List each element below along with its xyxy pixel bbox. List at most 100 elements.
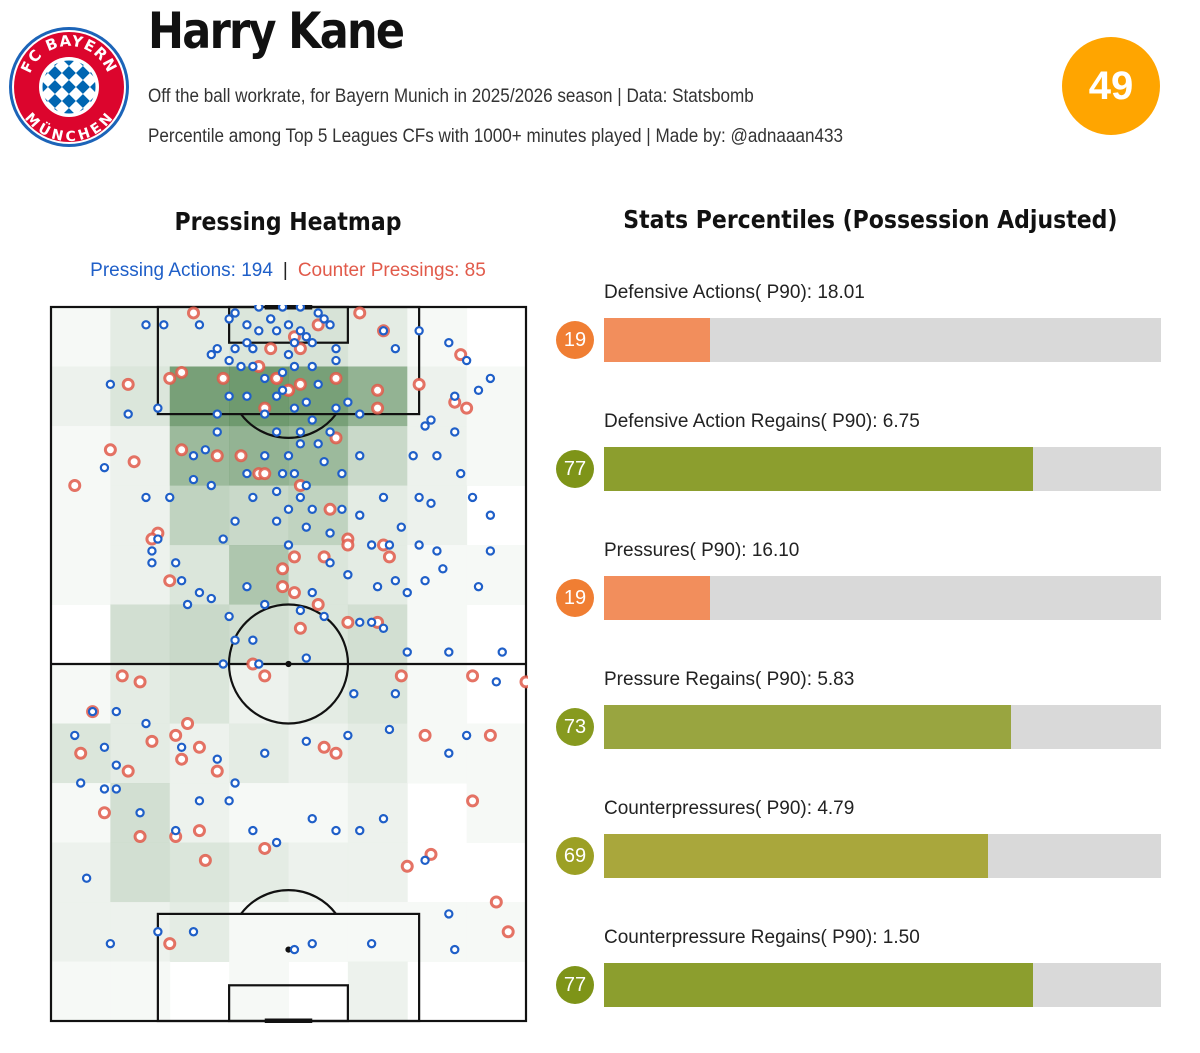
pressing-action-point xyxy=(455,468,466,479)
heatmap-cell xyxy=(169,604,230,665)
pressing-action-point xyxy=(307,504,317,514)
counter-pressing-point xyxy=(97,806,111,820)
stat-bar-track xyxy=(604,834,1161,878)
pressing-action-point xyxy=(153,403,163,413)
heatmap-cell xyxy=(51,961,111,1022)
counter-pressing-point xyxy=(519,675,528,689)
pressing-action-point xyxy=(402,647,412,657)
counter-pressing-point xyxy=(371,383,385,397)
pressing-action-point xyxy=(450,391,460,401)
counter-pressing-point xyxy=(163,937,177,951)
pressing-action-point xyxy=(450,427,460,437)
pressing-action-point xyxy=(248,635,258,645)
pressing-action-point xyxy=(461,355,472,366)
counter-pressing-point xyxy=(483,728,497,742)
overall-score-badge: 49 xyxy=(1062,37,1160,135)
pressing-action-point xyxy=(182,599,193,610)
heatmap-cell xyxy=(347,723,408,784)
pressing-action-point xyxy=(319,456,329,467)
counter-pressing-point xyxy=(489,895,503,909)
pressing-action-point xyxy=(224,391,234,401)
pressing-action-point xyxy=(325,320,335,330)
pressing-action-point xyxy=(260,409,270,419)
pressing-action-point xyxy=(295,326,306,336)
pressing-action-point xyxy=(194,587,205,598)
subtitle-season: Off the ball workrate, for Bayern Munich… xyxy=(148,86,754,107)
pressing-action-point xyxy=(414,540,424,550)
heatmap-cell xyxy=(229,842,289,903)
stat-label: Pressures( P90): 16.10 xyxy=(604,540,800,561)
stat-bar-fill xyxy=(604,318,710,362)
logo-diamond xyxy=(90,80,96,94)
heatmap-cell xyxy=(51,307,111,367)
heatmap-cell xyxy=(51,485,111,546)
counter-pressing-point xyxy=(418,728,432,742)
heatmap-cell xyxy=(169,842,230,903)
pressing-action-point xyxy=(271,391,282,401)
pressing-action-point xyxy=(331,825,341,836)
pressing-action-point xyxy=(378,814,389,824)
pressing-action-point xyxy=(450,944,460,955)
pressing-action-point xyxy=(230,516,240,526)
pitch-lines xyxy=(49,305,528,1023)
penalty-arc-bottom xyxy=(240,889,337,915)
heatmap-cell xyxy=(407,604,468,665)
pressing-action-point xyxy=(230,635,240,645)
pressing-action-point xyxy=(230,308,240,318)
pressing-action-point xyxy=(265,314,276,324)
pressing-action-point xyxy=(485,373,496,384)
heatmap-cell xyxy=(288,902,349,962)
stat-percentile-badge: 19 xyxy=(556,579,594,617)
stat-bar-track xyxy=(604,963,1161,1007)
pressing-action-point xyxy=(331,355,341,366)
pressing-action-point xyxy=(473,385,484,396)
stat-label: Counterpressure Regains( P90): 1.50 xyxy=(604,927,920,948)
pressing-action-point xyxy=(289,403,300,413)
heatmap-cell xyxy=(347,961,408,1022)
counter-pressing-point xyxy=(454,348,468,362)
pressing-action-point xyxy=(111,706,122,717)
counter-pressing-point xyxy=(276,580,290,594)
heatmap-cell xyxy=(466,783,527,843)
heatmap-cell xyxy=(407,664,468,724)
pressing-action-point xyxy=(349,689,359,699)
pressing-action-point xyxy=(248,825,258,836)
pressing-action-point xyxy=(307,415,317,425)
counter-pressing-point xyxy=(501,925,515,939)
pressing-action-point xyxy=(81,873,92,883)
counter-pressing-point xyxy=(394,669,408,683)
pressing-action-point xyxy=(390,576,401,586)
pressing-action-point xyxy=(242,320,252,330)
pressing-action-point xyxy=(271,326,282,336)
pressing-action-point xyxy=(165,492,175,503)
stat-percentile-badge: 69 xyxy=(556,837,594,875)
pressing-action-point xyxy=(271,516,282,526)
pressing-heatmap-pitch xyxy=(49,305,528,1023)
stat-label: Defensive Action Regains( P90): 6.75 xyxy=(604,411,920,432)
pressing-action-point xyxy=(236,361,246,372)
stat-bar-fill xyxy=(604,834,989,878)
heatmap-title: Pressing Heatmap xyxy=(174,207,402,236)
stat-bar-track xyxy=(604,447,1161,491)
counter-pressing-point xyxy=(276,562,290,576)
counter-pressing-point xyxy=(163,371,177,385)
counter-pressing-point xyxy=(175,752,189,766)
stat-bar-fill xyxy=(604,963,1033,1007)
pressing-action-point xyxy=(176,742,187,752)
pressing-action-point xyxy=(444,338,454,348)
pressing-action-point xyxy=(343,397,353,407)
heatmap-cell xyxy=(110,604,171,665)
heatmap-cell xyxy=(169,902,230,962)
pressing-action-point xyxy=(194,796,205,806)
heatmap-cell xyxy=(288,783,349,843)
pressing-action-point xyxy=(224,355,234,366)
pressing-action-point xyxy=(343,730,353,741)
pressing-action-point xyxy=(461,730,472,741)
counter-pressing-point xyxy=(127,455,141,469)
pressing-action-point xyxy=(200,445,211,455)
heatmap-cell xyxy=(51,545,111,605)
pressing-action-point xyxy=(111,784,122,794)
pressing-action-point xyxy=(301,332,312,342)
pressing-action-point xyxy=(485,546,496,556)
counter-pressing-point xyxy=(293,377,307,391)
